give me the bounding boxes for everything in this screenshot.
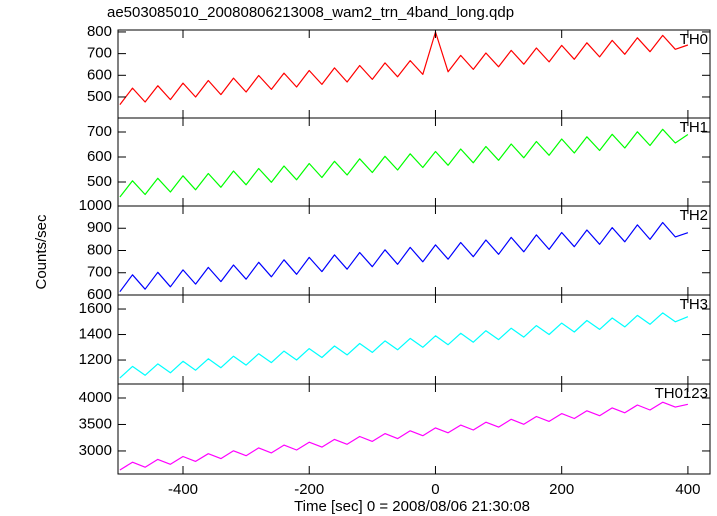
y-tick-label: 600: [87, 286, 112, 303]
x-tick-label: 0: [431, 481, 439, 498]
y-tick-label: 700: [87, 264, 112, 281]
y-tick-label: 800: [87, 23, 112, 40]
x-tick-label: -400: [168, 481, 198, 498]
y-tick-label: 500: [87, 88, 112, 105]
y-tick-label: 3500: [79, 415, 112, 432]
y-tick-label: 4000: [79, 389, 112, 406]
x-axis-label: Time [sec] 0 = 2008/08/06 21:30:08: [294, 498, 530, 515]
data-line: [119, 401, 689, 471]
y-tick-label: 700: [87, 45, 112, 62]
panel-label: TH0123: [655, 385, 708, 402]
y-tick-label: 1600: [79, 300, 112, 317]
y-tick-label: 800: [87, 241, 112, 258]
panel-frame: [117, 117, 711, 207]
panel-label: TH3: [680, 296, 708, 313]
y-tick-label: 600: [87, 148, 112, 165]
panel-label: TH0: [680, 31, 708, 48]
data-line: [119, 31, 689, 105]
chart-title: ae503085010_20080806213008_wam2_trn_4ban…: [107, 4, 514, 21]
panel-frame: [117, 205, 711, 296]
panel-frame: [117, 383, 711, 475]
y-tick-label: 1000: [79, 197, 112, 214]
panel-frame: [117, 294, 711, 385]
y-tick-label: 3000: [79, 442, 112, 459]
data-line: [119, 128, 689, 198]
x-tick-label: 200: [549, 481, 574, 498]
panel-label: TH1: [680, 119, 708, 136]
y-tick-label: 600: [87, 66, 112, 83]
data-line: [119, 312, 689, 379]
y-tick-label: 500: [87, 173, 112, 190]
panel-label: TH2: [680, 207, 708, 224]
y-tick-label: 900: [87, 219, 112, 236]
panel-frame: [117, 29, 711, 119]
y-axis-label: Counts/sec: [33, 214, 50, 290]
data-line: [119, 221, 689, 293]
y-tick-label: 1400: [79, 325, 112, 342]
x-tick-label: -200: [294, 481, 324, 498]
y-tick-label: 1200: [79, 351, 112, 368]
x-tick-label: 400: [675, 481, 700, 498]
y-tick-label: 700: [87, 123, 112, 140]
